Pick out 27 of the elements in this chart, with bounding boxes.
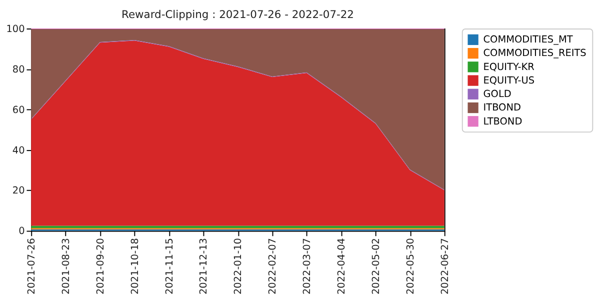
y-tick-label: 60 [12,104,25,116]
legend-label: GOLD [483,89,512,100]
x-tick-label: 2021-07-26 [26,238,38,295]
chart-title: Reward-Clipping : 2021-07-26 - 2022-07-22 [122,8,354,21]
legend-label: COMMODITIES_REITS [483,48,586,60]
x-tick-label: 2022-05-02 [370,238,382,295]
y-tick-label: 100 [6,24,25,35]
legend-label: EQUITY-US [483,75,535,86]
legend-label: EQUITY-KR [483,62,535,73]
x-tick-label: 2022-01-10 [233,238,244,295]
y-tick-label: 40 [12,145,25,156]
legend-label: LTBOND [483,116,522,128]
x-tick-label: 2021-10-18 [130,238,141,295]
y-tick-label: 0 [18,226,25,238]
x-tick-label: 2022-02-07 [268,238,279,295]
x-tick-label: 2021-11-15 [164,238,176,295]
legend-label: ITBOND [483,102,521,114]
x-tick-label: 2022-04-04 [336,238,348,295]
x-tick-label: 2022-06-27 [440,238,451,295]
x-tick-label: 2021-08-23 [60,238,72,295]
x-tick-label: 2021-12-13 [198,238,210,295]
x-tick-label: 2021-09-20 [95,238,106,295]
y-tick-label: 80 [12,64,25,76]
y-tick-label: 20 [12,186,25,197]
x-tick-label: 2022-03-07 [302,238,314,295]
x-tick-label: 2022-05-30 [405,238,416,295]
legend-label: COMMODITIES_MT [483,34,573,46]
